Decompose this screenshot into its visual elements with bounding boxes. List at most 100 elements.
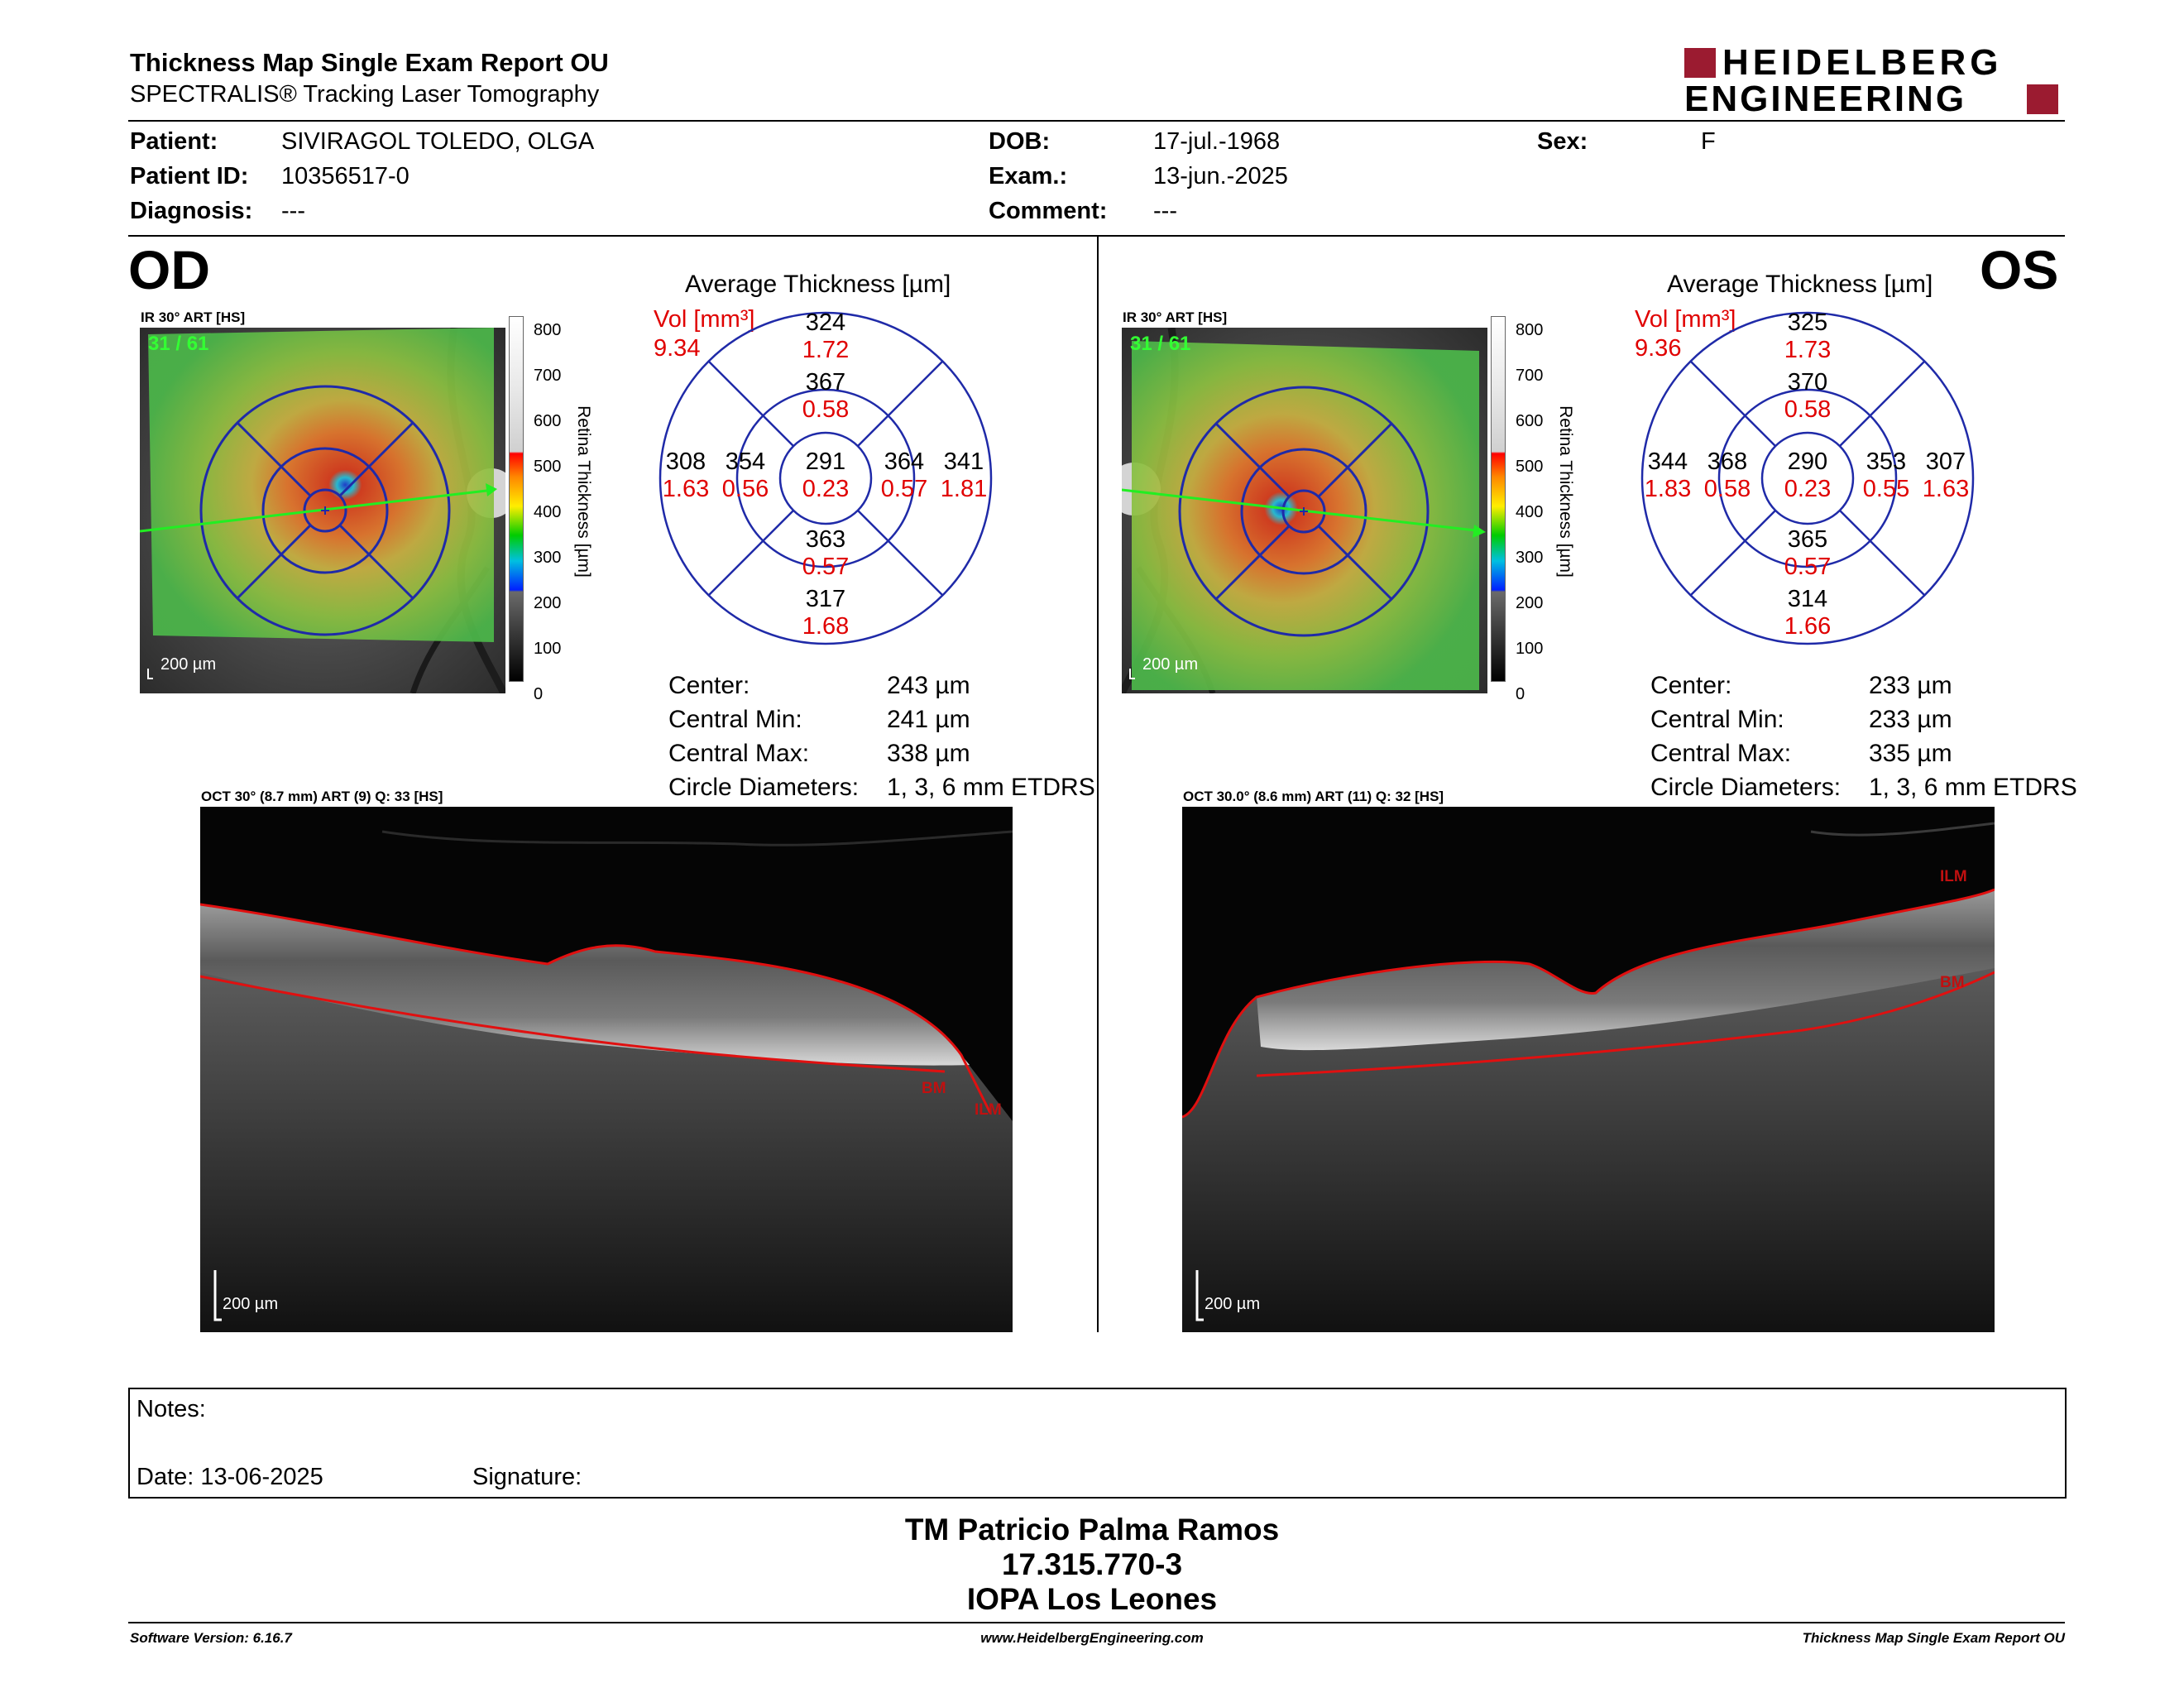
patient-divider <box>128 235 2065 237</box>
os-center-label: Center: <box>1650 672 1732 699</box>
os-colorbar-gradient <box>1491 316 1506 682</box>
od-colorbar-gradient <box>509 316 524 682</box>
os-outer-right-thickness: 307 <box>1925 448 1966 475</box>
od-fundus-svg <box>140 328 505 693</box>
od-outer-bottom-volume: 1.68 <box>802 613 850 640</box>
signer-name: TM Patricio Palma Ramos <box>904 1513 1280 1547</box>
exam-label: Exam.: <box>989 163 1068 189</box>
od-diam-label: Circle Diameters: <box>668 774 860 801</box>
od-ir-label: IR 30° ART [HS] <box>141 309 246 325</box>
os-outer-top: 325 1.73 <box>1774 309 1841 364</box>
od-oct-bscan: BM ILM 200 µm <box>200 807 1013 1332</box>
od-center-thickness: 291 <box>805 448 846 475</box>
od-ilm-label: ILM <box>975 1101 1002 1119</box>
eye-divider <box>1097 237 1099 1332</box>
od-etdrs-grid <box>659 311 993 645</box>
od-colorbar-label: Retina Thickness [µm] <box>574 405 593 578</box>
od-fundus-image: 31 / 61 200 µm <box>140 328 505 693</box>
od-outer-bottom: 317 1.68 <box>793 586 859 640</box>
report-title: Thickness Map Single Exam Report OU <box>130 48 609 77</box>
od-oct-svg <box>200 830 1013 1332</box>
os-oct-svg <box>1182 822 1995 1332</box>
sex-value: F <box>1701 128 1716 155</box>
os-outer-right: 307 1.63 <box>1917 448 1975 503</box>
os-center: 290 0.23 <box>1774 448 1841 503</box>
footer-report-title: Thickness Map Single Exam Report OU <box>1802 1630 2065 1646</box>
od-tick: 500 <box>534 458 562 476</box>
od-inner-top-volume: 0.58 <box>802 396 850 423</box>
os-max-value: 335 µm <box>1869 740 1952 767</box>
diagnosis-label: Diagnosis: <box>130 198 253 224</box>
os-inner-bottom-volume: 0.57 <box>1784 554 1832 580</box>
dob-label: DOB: <box>989 128 1051 155</box>
od-outer-top: 324 1.72 <box>793 309 859 364</box>
signer-rut: 17.315.770-3 <box>1001 1547 1183 1581</box>
comment-value: --- <box>1153 198 1177 224</box>
notes-box[interactable]: Notes: Date: 13-06-2025 Signature: <box>128 1388 2067 1499</box>
os-tick: 300 <box>1516 549 1544 567</box>
os-outer-left: 344 1.83 <box>1639 448 1697 503</box>
od-min-label: Central Min: <box>668 706 802 733</box>
os-min-value: 233 µm <box>1869 706 1952 733</box>
os-inner-top-thickness: 370 <box>1787 369 1828 396</box>
os-vol-label: Vol [mm³] <box>1635 306 1736 333</box>
od-inner-bottom-thickness: 363 <box>805 526 846 553</box>
od-tick: 0 <box>534 685 544 703</box>
od-max-label: Central Max: <box>668 740 810 767</box>
os-fundus-scale: 200 µm <box>1142 655 1199 674</box>
date-label: Date: 13-06-2025 <box>136 1464 323 1490</box>
od-outer-right-volume: 1.81 <box>940 476 988 502</box>
od-tick: 600 <box>534 412 562 430</box>
dob-value: 17-jul.-1968 <box>1153 128 1281 155</box>
os-tick: 200 <box>1516 594 1544 612</box>
os-inner-left-thickness: 368 <box>1707 448 1748 475</box>
os-bm-label: BM <box>1940 974 1965 991</box>
patient-label: Patient: <box>130 128 218 155</box>
os-ilm-label: ILM <box>1940 868 1967 885</box>
os-inner-bottom-thickness: 365 <box>1787 526 1828 553</box>
od-oct-label: OCT 30° (8.7 mm) ART (9) Q: 33 [HS] <box>201 789 443 804</box>
os-inner-right: 353 0.55 <box>1857 448 1915 503</box>
od-colorbar-ticks: 800 700 600 500 400 300 200 100 0 <box>534 308 561 717</box>
od-outer-bottom-thickness: 317 <box>805 586 846 612</box>
od-vol-value: 9.34 <box>654 335 701 362</box>
od-outer-left-volume: 1.63 <box>662 476 710 502</box>
od-tick: 400 <box>534 503 562 521</box>
od-tick: 300 <box>534 549 562 567</box>
od-outer-right: 341 1.81 <box>935 448 993 503</box>
os-frame-counter: 31 / 61 <box>1130 333 1191 355</box>
od-inner-left-thickness: 354 <box>725 448 766 475</box>
od-tick: 100 <box>534 640 562 658</box>
od-tick: 200 <box>534 594 562 612</box>
heidelberg-logo: HEIDELBERG ENGINEERING <box>1684 45 2065 119</box>
od-outer-left-thickness: 308 <box>665 448 706 475</box>
patient-id: 10356517-0 <box>281 163 410 189</box>
logo-square-bottom <box>2027 84 2058 114</box>
os-outer-top-thickness: 325 <box>1787 309 1828 336</box>
od-inner-right-volume: 0.57 <box>880 476 928 502</box>
os-min-label: Central Min: <box>1650 706 1784 733</box>
os-stats-values: 233 µm 233 µm 335 µm 1, 3, 6 mm ETDRS <box>1869 669 2077 804</box>
os-outer-bottom-volume: 1.66 <box>1784 613 1832 640</box>
os-etdrs-grid <box>1640 311 1975 645</box>
od-center: 291 0.23 <box>793 448 859 503</box>
od-max-value: 338 µm <box>887 740 970 767</box>
os-inner-left-volume: 0.58 <box>1703 476 1751 502</box>
od-vol-label: Vol [mm³] <box>654 306 755 333</box>
od-diam-value: 1, 3, 6 mm ETDRS <box>887 774 1095 801</box>
od-inner-bottom-volume: 0.57 <box>802 554 850 580</box>
os-inner-right-volume: 0.55 <box>1862 476 1910 502</box>
website-link[interactable]: www.HeidelbergEngineering.com <box>980 1630 1204 1646</box>
od-inner-left: 354 0.56 <box>716 448 774 503</box>
od-inner-top: 367 0.58 <box>793 369 859 424</box>
os-colorbar: 800 700 600 500 400 300 200 100 0 Retina… <box>1491 316 1590 703</box>
od-outer-top-volume: 1.72 <box>802 337 850 363</box>
os-colorbar-label: Retina Thickness [µm] <box>1556 405 1575 578</box>
os-eye-label: OS <box>1980 239 2059 300</box>
os-center-thickness: 290 <box>1787 448 1828 475</box>
od-inner-left-volume: 0.56 <box>721 476 769 502</box>
os-outer-left-volume: 1.83 <box>1644 476 1692 502</box>
od-inner-right: 364 0.57 <box>875 448 933 503</box>
os-tick: 400 <box>1516 503 1544 521</box>
signer-place: IOPA Los Leones <box>966 1582 1218 1616</box>
